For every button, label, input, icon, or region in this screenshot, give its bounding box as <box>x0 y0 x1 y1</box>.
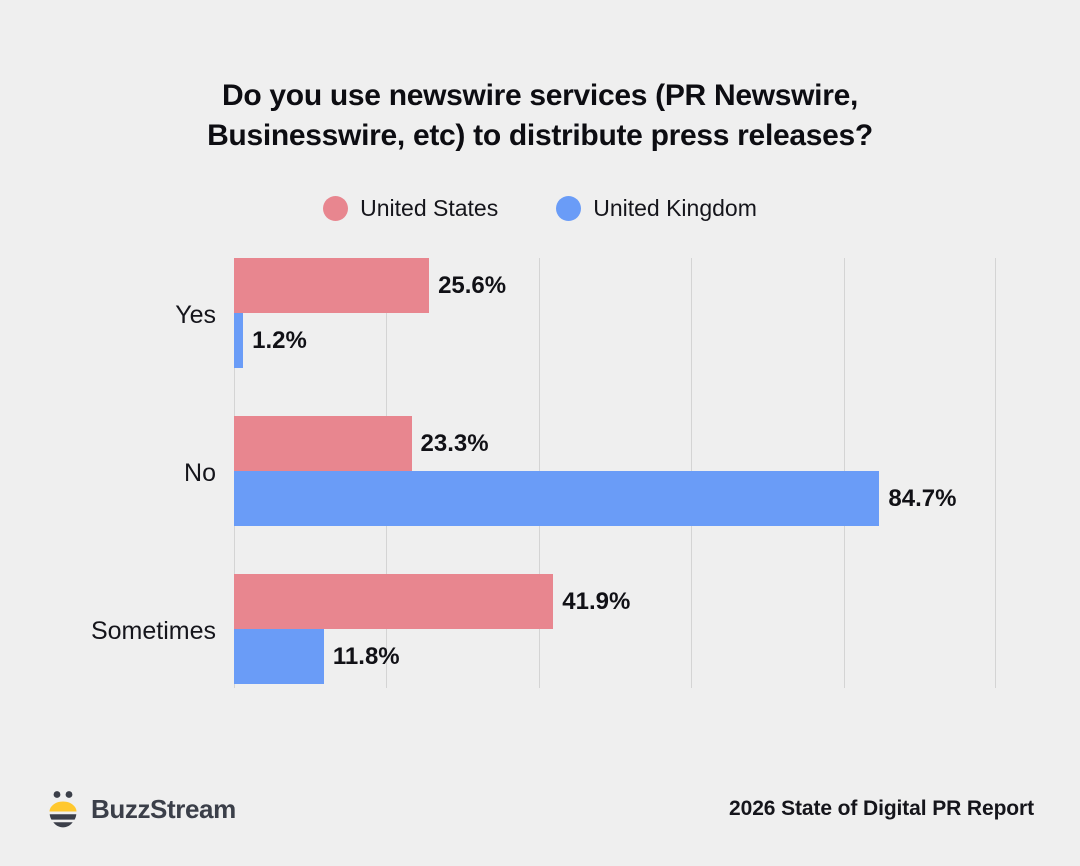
legend-label-united-states: United States <box>360 195 499 221</box>
bar-sometimes-united-kingdom[interactable] <box>234 629 324 684</box>
chart-title-line-2: Businesswire, etc) to distribute press r… <box>207 119 873 152</box>
bar-groups: 25.6% 1.2% 23.3% 84.7% <box>234 258 996 688</box>
category-label-sometimes: Sometimes <box>90 617 216 645</box>
chart-legend: United States United Kingdom <box>0 196 1080 221</box>
bar-row-no-united-kingdom: 84.7% <box>234 471 996 526</box>
gridline-100 <box>995 258 996 688</box>
bar-row-sometimes-united-kingdom: 11.8% <box>234 629 996 684</box>
bar-no-united-kingdom[interactable] <box>234 471 880 526</box>
chart-title-line-1: Do you use newswire services (PR Newswir… <box>221 79 858 112</box>
bar-yes-united-kingdom[interactable] <box>234 313 244 368</box>
legend-item-united-states[interactable]: United States <box>323 196 498 221</box>
bee-icon <box>49 791 77 828</box>
bar-row-no-united-states: 23.3% <box>234 416 996 471</box>
chart-title: Do you use newswire services (PR Newswir… <box>0 76 1080 156</box>
legend-swatch-icon-united-states <box>323 196 349 221</box>
bar-group-sometimes: 41.9% 11.8% <box>234 574 996 684</box>
legend-label-united-kingdom: United Kingdom <box>593 195 757 221</box>
buzzstream-logo[interactable]: BuzzStream <box>46 789 236 829</box>
plot-area: 25.6% 1.2% 23.3% 84.7% <box>234 258 996 688</box>
category-label-yes: Yes <box>175 301 216 329</box>
bar-no-united-states[interactable] <box>234 416 412 471</box>
bar-group-yes: 25.6% 1.2% <box>234 258 996 368</box>
category-axis: Yes No Sometimes <box>0 258 216 688</box>
bar-value-no-united-kingdom: 84.7% <box>888 484 957 512</box>
legend-item-united-kingdom[interactable]: United Kingdom <box>556 196 757 221</box>
bar-yes-united-states[interactable] <box>234 258 430 313</box>
bar-value-sometimes-united-kingdom: 11.8% <box>332 642 400 670</box>
bar-value-yes-united-states: 25.6% <box>438 271 507 299</box>
bar-group-no: 23.3% 84.7% <box>234 416 996 526</box>
bar-row-yes-united-states: 25.6% <box>234 258 996 313</box>
bar-row-yes-united-kingdom: 1.2% <box>234 313 996 368</box>
report-label: 2026 State of Digital PR Report <box>729 797 1034 820</box>
bar-value-sometimes-united-states: 41.9% <box>562 587 631 615</box>
legend-swatch-icon-united-kingdom <box>556 196 582 221</box>
footer: BuzzStream 2026 State of Digital PR Repo… <box>0 770 1080 866</box>
bar-value-yes-united-kingdom: 1.2% <box>252 326 307 354</box>
bar-row-sometimes-united-states: 41.9% <box>234 574 996 629</box>
brand-name: BuzzStream <box>91 793 236 824</box>
bar-sometimes-united-states[interactable] <box>234 574 554 629</box>
category-label-no: No <box>184 459 216 487</box>
bar-value-no-united-states: 23.3% <box>420 429 489 457</box>
